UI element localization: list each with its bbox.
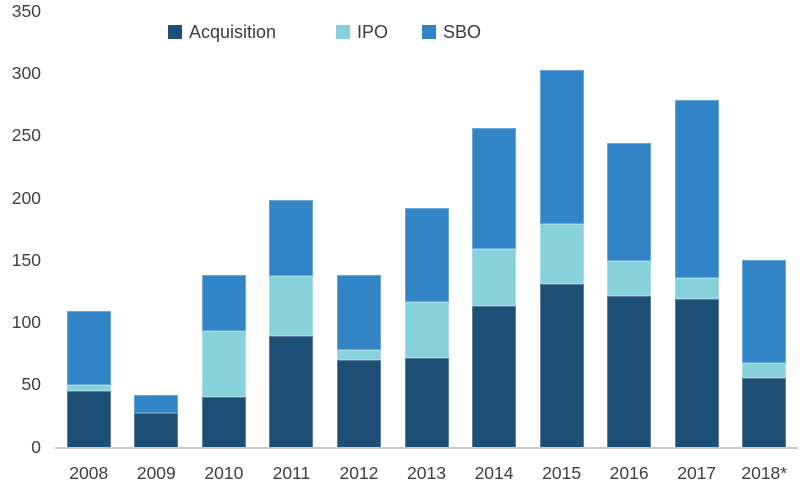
bar-segment-ipo-2014 bbox=[472, 248, 517, 307]
bar-segment-acquisition-2014 bbox=[472, 306, 517, 448]
stacked-bar-2013 bbox=[404, 207, 449, 448]
bar-segment-sbo-2010 bbox=[201, 275, 246, 332]
bar-column-2018 bbox=[730, 0, 798, 448]
bar-segment-acquisition-2012 bbox=[336, 359, 381, 448]
bar-segment-sbo-2017 bbox=[674, 99, 719, 278]
legend-item-ipo: IPO bbox=[336, 21, 388, 43]
x-axis-label: 2013 bbox=[407, 463, 446, 483]
stacked-bar-2018 bbox=[742, 260, 787, 448]
bar-column-2015 bbox=[528, 0, 596, 448]
legend-item-acquisition: Acquisition bbox=[168, 21, 276, 43]
plot-area bbox=[55, 0, 798, 448]
y-axis-tick-label: 100 bbox=[11, 312, 41, 333]
legend-item-sbo: SBO bbox=[422, 21, 481, 43]
bar-segment-acquisition-2015 bbox=[539, 283, 584, 448]
y-axis-tick-label: 200 bbox=[11, 187, 41, 208]
bar-segment-sbo-2008 bbox=[66, 311, 111, 385]
stacked-bar-2016 bbox=[607, 143, 652, 448]
bar-segment-acquisition-2008 bbox=[66, 390, 111, 448]
bar-segment-acquisition-2010 bbox=[201, 396, 246, 448]
bar-segment-ipo-2010 bbox=[201, 331, 246, 397]
bar-column-2013 bbox=[393, 0, 461, 448]
bar-column-2017 bbox=[663, 0, 731, 448]
bar-segment-ipo-2016 bbox=[607, 261, 652, 297]
bar-segment-sbo-2012 bbox=[336, 275, 381, 350]
stacked-bar-2014 bbox=[472, 128, 517, 448]
legend-swatch-sbo-icon bbox=[422, 25, 436, 39]
stacked-bar-2017 bbox=[674, 99, 719, 448]
x-axis-labels: 2008 2009 2010 2011 2012 2013 2014 2015 2016 2017… bbox=[55, 461, 798, 485]
bar-segment-acquisition-2017 bbox=[674, 298, 719, 448]
bar-segment-ipo-2008 bbox=[66, 384, 111, 391]
bar-segment-acquisition-2016 bbox=[607, 296, 652, 448]
stacked-bar-2009 bbox=[134, 394, 179, 448]
bar-segment-sbo-2013 bbox=[404, 207, 449, 303]
legend-label: IPO bbox=[357, 22, 389, 42]
bar-segment-ipo-2015 bbox=[539, 224, 584, 284]
x-axis-label: 2008 bbox=[69, 463, 109, 483]
x-axis-label: 2017 bbox=[677, 463, 717, 483]
x-axis-label: 2012 bbox=[339, 463, 379, 483]
y-axis-tick-label: 0 bbox=[31, 436, 41, 457]
legend-swatch-ipo-icon bbox=[336, 25, 350, 39]
bar-segment-acquisition-2011 bbox=[269, 336, 314, 448]
y-axis-tick-label: 150 bbox=[11, 249, 41, 270]
bar-column-2012 bbox=[325, 0, 393, 448]
bar-segment-ipo-2018 bbox=[742, 363, 787, 379]
stacked-bar-2015 bbox=[539, 69, 584, 448]
bar-column-2008 bbox=[55, 0, 123, 448]
x-axis-label: 2016 bbox=[609, 463, 649, 483]
x-axis-line bbox=[55, 447, 798, 449]
x-axis-label: 2018* bbox=[741, 463, 788, 483]
bar-column-2010 bbox=[190, 0, 258, 448]
bar-segment-ipo-2017 bbox=[674, 277, 719, 299]
y-axis-tick-label: 300 bbox=[11, 63, 41, 84]
legend-label: SBO bbox=[443, 22, 482, 42]
stacked-bar-2008 bbox=[66, 311, 111, 448]
x-axis-label: 2009 bbox=[136, 463, 176, 483]
stacked-bar-2012 bbox=[336, 275, 381, 448]
x-axis-label: 2011 bbox=[272, 463, 311, 483]
bar-segment-ipo-2013 bbox=[404, 302, 449, 359]
x-axis-label: 2010 bbox=[204, 463, 244, 483]
stacked-bar-2010 bbox=[201, 275, 246, 448]
bar-segment-ipo-2012 bbox=[336, 349, 381, 360]
bar-segment-ipo-2011 bbox=[269, 276, 314, 337]
bar-segment-acquisition-2013 bbox=[404, 358, 449, 448]
y-axis-tick-label: 50 bbox=[21, 374, 41, 395]
y-axis-tick-label: 350 bbox=[11, 1, 41, 21]
bar-segment-acquisition-2018 bbox=[742, 378, 787, 448]
bar-column-2009 bbox=[123, 0, 191, 448]
bar-column-2014 bbox=[460, 0, 528, 448]
bar-column-2011 bbox=[258, 0, 326, 448]
legend-swatch-acquisition-icon bbox=[168, 25, 182, 39]
bar-segment-sbo-2015 bbox=[539, 69, 584, 225]
x-axis-label: 2015 bbox=[542, 463, 582, 483]
bar-segment-sbo-2016 bbox=[607, 143, 652, 262]
legend-label: Acquisition bbox=[189, 22, 277, 42]
bar-segment-sbo-2014 bbox=[472, 128, 517, 249]
bar-segment-acquisition-2009 bbox=[134, 413, 179, 448]
bar-column-2016 bbox=[595, 0, 663, 448]
bar-segment-sbo-2009 bbox=[134, 394, 179, 414]
bar-segment-sbo-2011 bbox=[269, 200, 314, 277]
x-axis-label: 2014 bbox=[474, 463, 514, 483]
y-axis-tick-label: 250 bbox=[11, 125, 41, 146]
bar-segment-sbo-2018 bbox=[742, 260, 787, 364]
stacked-bar-2011 bbox=[269, 200, 314, 448]
